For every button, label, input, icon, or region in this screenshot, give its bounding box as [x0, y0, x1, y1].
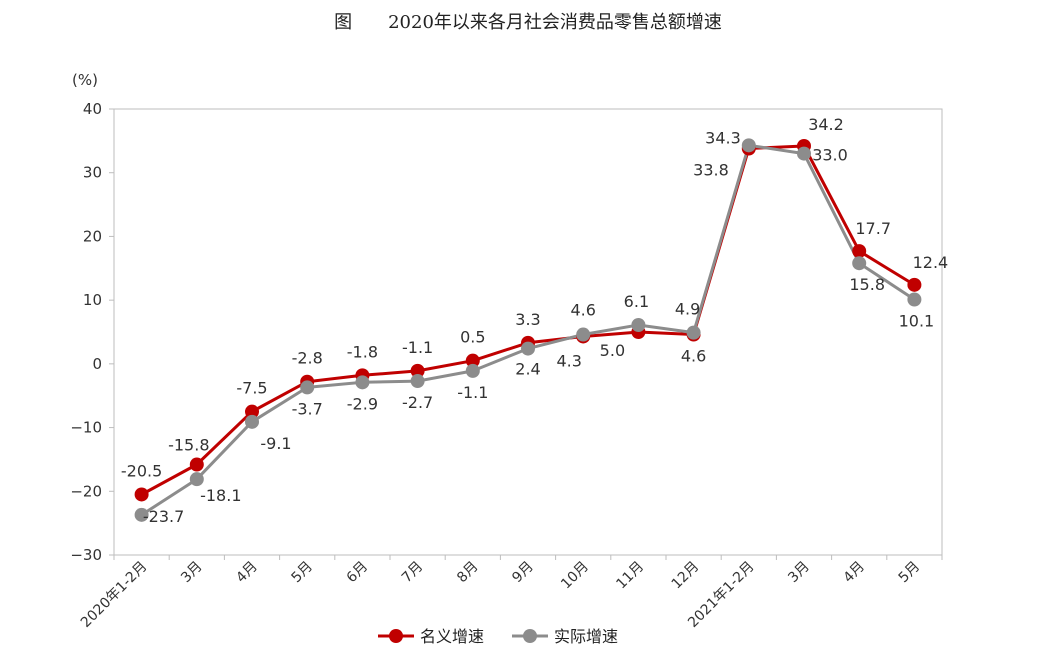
data-label: -9.1 [260, 434, 291, 453]
data-label: -2.7 [402, 393, 433, 412]
x-tick-label: 5月 [896, 559, 924, 587]
data-point [686, 325, 701, 340]
data-label: 4.3 [556, 351, 581, 370]
data-label: -18.1 [200, 486, 241, 505]
data-point [134, 487, 149, 502]
x-tick-label: 2020年1-2月 [78, 559, 150, 631]
y-tick-label: 0 [92, 355, 102, 373]
y-tick-label: 20 [83, 227, 102, 245]
y-tick-label: −10 [70, 419, 102, 437]
data-label: 4.9 [675, 300, 700, 319]
data-point [410, 374, 425, 389]
x-tick-label: 12月 [669, 559, 703, 593]
data-point [245, 414, 259, 429]
legend-label: 名义增速 [420, 627, 484, 646]
data-label: 6.1 [624, 292, 649, 311]
data-point [907, 277, 922, 292]
data-label: 5.0 [600, 341, 625, 360]
data-point [300, 380, 315, 395]
data-point [410, 363, 425, 378]
x-tick-label: 3月 [785, 559, 813, 587]
data-label: 34.3 [705, 128, 741, 147]
data-label: 0.5 [460, 328, 485, 347]
data-label: 4.6 [570, 301, 595, 320]
legend-marker [523, 629, 537, 643]
data-point [741, 138, 756, 153]
x-tick-label: 8月 [454, 559, 482, 587]
legend-label: 实际增速 [554, 627, 618, 646]
data-label: 33.8 [693, 161, 729, 180]
data-point [797, 146, 811, 161]
data-label: 10.1 [899, 312, 935, 331]
data-label: -1.1 [457, 383, 488, 402]
y-axis-unit: (%) [72, 71, 98, 89]
data-point [134, 507, 149, 522]
y-tick-label: −20 [70, 482, 102, 500]
data-point [465, 363, 480, 378]
data-point [907, 292, 922, 307]
data-label: 15.8 [849, 275, 885, 294]
data-point [355, 375, 370, 390]
x-tick-label: 7月 [399, 559, 427, 587]
x-tick-label: 9月 [509, 559, 537, 587]
data-labels: -20.5 -15.8 -7.5 -2.8 -1.8 -1.1 0.5 3.3 4.3 5.0 4.… [121, 115, 948, 526]
x-tick-label: 4月 [233, 559, 261, 587]
data-label: -2.9 [347, 394, 378, 413]
data-label: 2.4 [515, 360, 540, 379]
data-point [189, 472, 204, 487]
x-tick-label: 5月 [289, 559, 317, 587]
y-axis-ticks: −30 −20 −10 0 10 20 30 40 [70, 100, 114, 564]
chart-title: 图 2020年以来各月社会消费品零售总额增速 [334, 12, 722, 33]
data-point [189, 457, 204, 472]
data-label: -3.7 [292, 399, 323, 418]
x-axis-ticks: 2020年1-2月 3月 4月 5月 6月 7月 8月 9月 10月 11月 12月2021年1-2… [78, 555, 943, 631]
x-tick-label: 4月 [841, 559, 869, 587]
series-lines [140, 143, 916, 517]
plot-area-frame [113, 108, 943, 556]
data-label: -23.7 [143, 507, 184, 526]
data-label: -2.8 [292, 349, 323, 368]
y-tick-label: 10 [83, 291, 102, 309]
data-label: 17.7 [855, 219, 891, 238]
data-label: 12.4 [913, 253, 949, 272]
data-label: -1.8 [347, 342, 378, 361]
data-label: 4.6 [681, 347, 706, 366]
series-points [134, 138, 922, 522]
x-tick-label: 10月 [558, 559, 592, 593]
data-point [245, 404, 259, 419]
data-label: -7.5 [236, 379, 267, 398]
x-tick-label: 11月 [613, 559, 647, 593]
data-point [631, 317, 646, 332]
data-label: 33.0 [812, 146, 848, 165]
data-label: -1.1 [402, 338, 433, 357]
data-point [576, 327, 591, 342]
data-label: 34.2 [808, 115, 844, 134]
y-tick-label: −30 [70, 546, 102, 564]
legend-marker [389, 629, 403, 643]
data-label: 3.3 [515, 310, 540, 329]
x-tick-label: 6月 [344, 559, 372, 587]
data-label: -20.5 [121, 461, 162, 480]
data-point [852, 244, 867, 259]
data-point [465, 353, 480, 368]
legend: 名义增速 实际增速 [378, 627, 618, 646]
data-point [852, 256, 867, 271]
x-tick-label: 3月 [178, 559, 206, 587]
series-line-1 [140, 143, 916, 517]
data-label: -15.8 [168, 436, 209, 455]
data-point [521, 341, 535, 356]
y-tick-label: 30 [83, 164, 102, 182]
y-tick-label: 40 [83, 100, 102, 118]
